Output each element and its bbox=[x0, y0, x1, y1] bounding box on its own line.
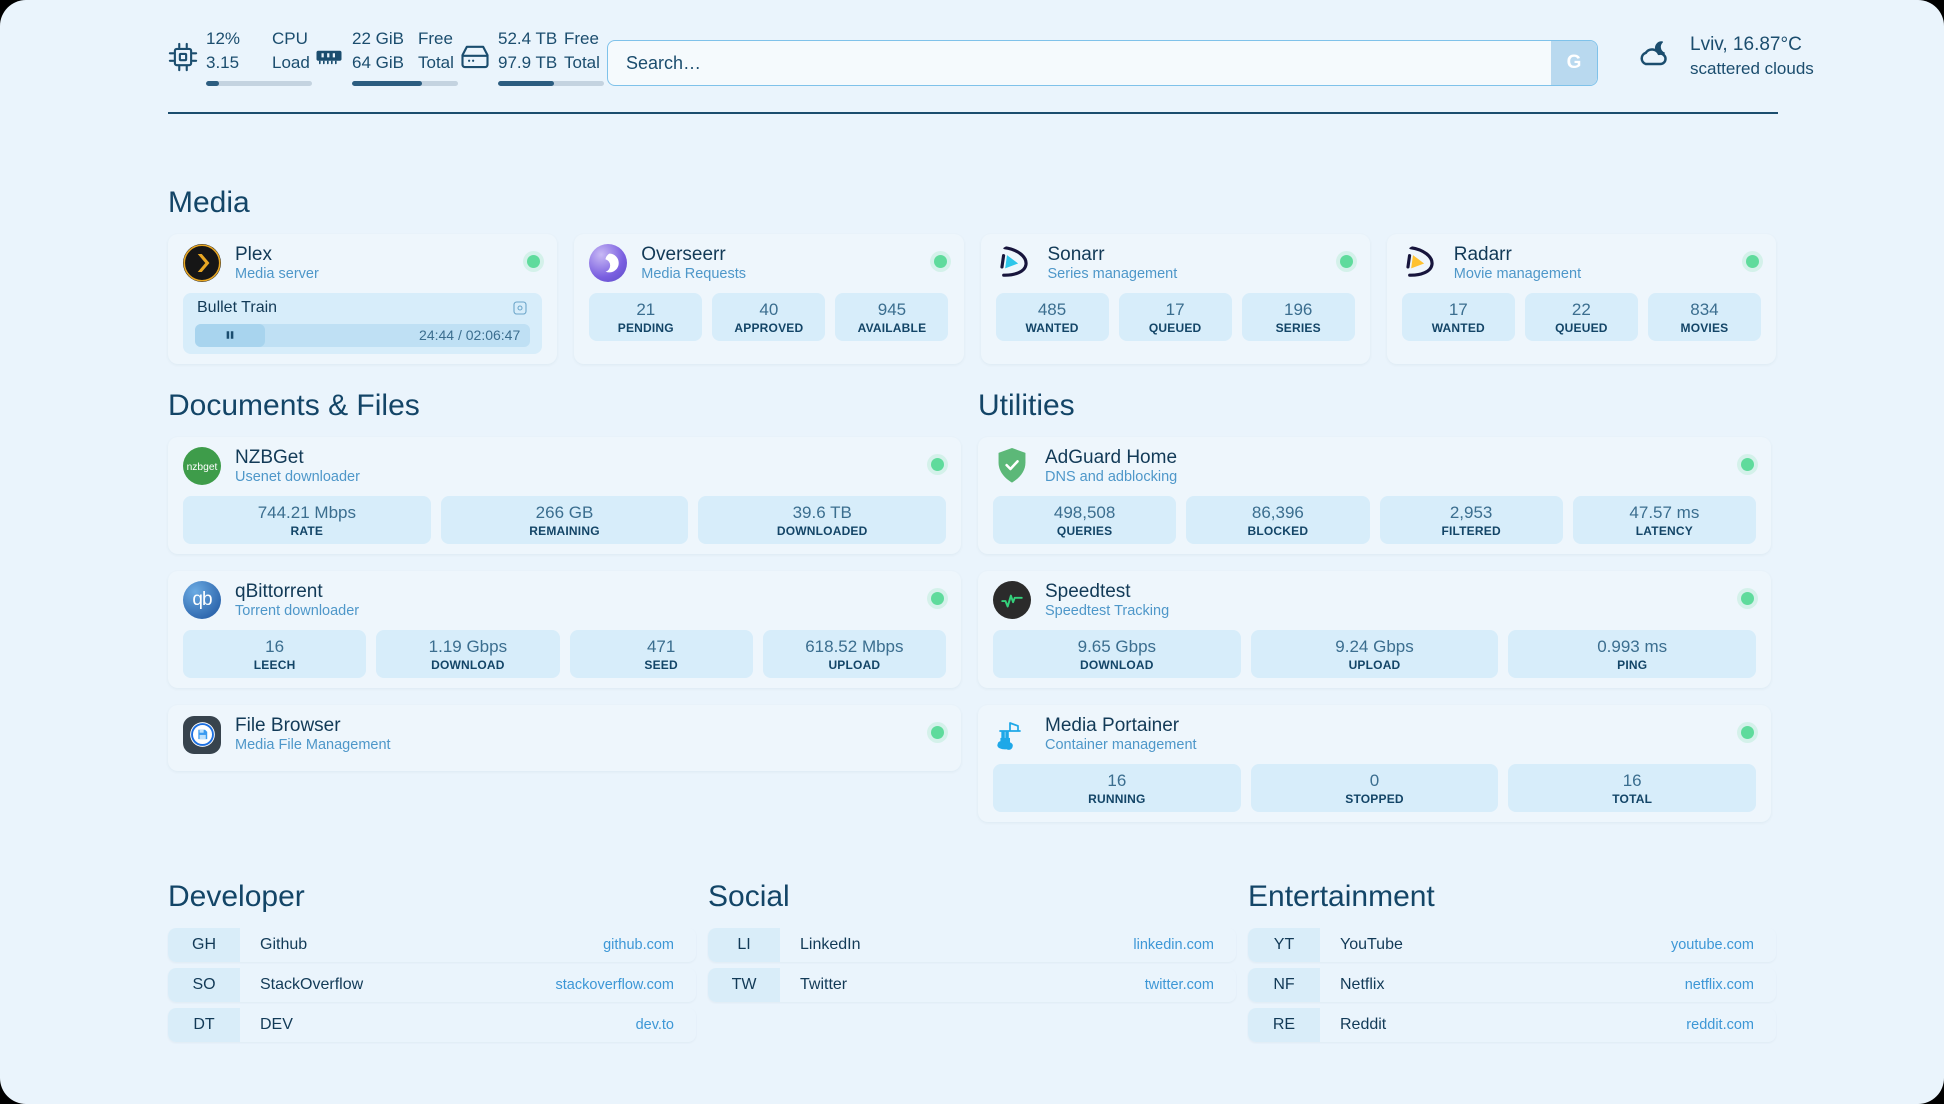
svg-text:nzbget: nzbget bbox=[187, 462, 218, 473]
